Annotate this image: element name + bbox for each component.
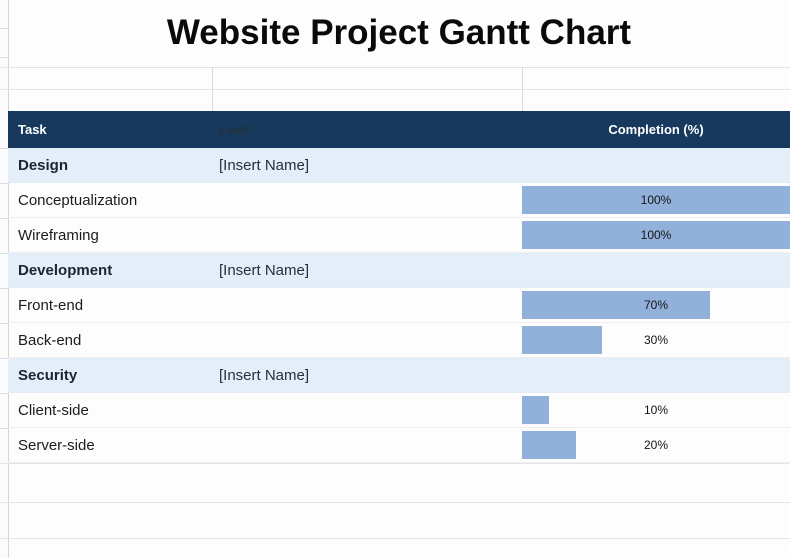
task-cell[interactable]: Back-end bbox=[8, 332, 212, 349]
task-label: Conceptualization bbox=[18, 191, 138, 209]
margin-gridline bbox=[0, 428, 8, 429]
table-row: Development [Insert Name] bbox=[8, 253, 790, 288]
task-cell[interactable]: Server-side bbox=[8, 437, 212, 454]
margin-gridline bbox=[0, 358, 8, 359]
table-row: Client-side 10% bbox=[8, 393, 790, 428]
completion-label: 100% bbox=[640, 193, 672, 207]
margin-gridline bbox=[0, 253, 8, 254]
task-label: Client-side bbox=[18, 401, 89, 419]
margin-gridline bbox=[0, 393, 8, 394]
gantt-table: Task Lead Completion (%) Design [Insert … bbox=[8, 111, 790, 463]
completion-cell[interactable]: 30% bbox=[522, 323, 790, 357]
gridline bbox=[212, 67, 213, 111]
completion-label: 20% bbox=[643, 438, 669, 452]
header-cell-completion[interactable]: Completion (%) bbox=[608, 122, 704, 137]
completion-bar bbox=[522, 291, 710, 319]
task-cell[interactable]: Design bbox=[8, 157, 212, 174]
task-label: Security bbox=[18, 366, 78, 384]
lead-cell[interactable]: [Insert Name] bbox=[212, 157, 522, 174]
margin-gridline bbox=[0, 183, 8, 184]
completion-cell[interactable]: 70% bbox=[522, 288, 790, 322]
completion-label: 70% bbox=[643, 298, 669, 312]
table-header-row: Task Lead Completion (%) bbox=[8, 111, 790, 148]
margin-gridline bbox=[0, 57, 8, 58]
task-label: Server-side bbox=[18, 436, 95, 454]
task-cell[interactable]: Wireframing bbox=[8, 227, 212, 244]
completion-label: 30% bbox=[643, 333, 669, 347]
task-label: Development bbox=[18, 261, 113, 279]
completion-label: 100% bbox=[640, 228, 672, 242]
completion-cell[interactable]: 20% bbox=[522, 428, 790, 462]
table-row: Wireframing 100% bbox=[8, 218, 790, 253]
task-cell[interactable]: Client-side bbox=[8, 402, 212, 419]
table-row: Security [Insert Name] bbox=[8, 358, 790, 393]
completion-bar bbox=[522, 326, 603, 354]
task-label: Wireframing bbox=[18, 226, 99, 244]
table-row: Server-side 20% bbox=[8, 428, 790, 463]
lead-label: [Insert Name] bbox=[219, 261, 310, 279]
margin-gridline bbox=[0, 28, 8, 29]
margin-gridline bbox=[0, 218, 8, 219]
lead-cell[interactable]: [Insert Name] bbox=[212, 262, 522, 279]
margin-gridline bbox=[0, 148, 8, 149]
gridline bbox=[0, 67, 790, 68]
header-cell-task[interactable]: Task bbox=[18, 122, 47, 137]
lead-label: [Insert Name] bbox=[219, 366, 310, 384]
completion-bar bbox=[522, 186, 790, 214]
table-row: Back-end 30% bbox=[8, 323, 790, 358]
lead-cell[interactable]: [Insert Name] bbox=[212, 367, 522, 384]
completion-cell[interactable] bbox=[522, 148, 790, 182]
table-row: Conceptualization 100% bbox=[8, 183, 790, 218]
gridline bbox=[0, 538, 790, 539]
margin-gridline bbox=[0, 323, 8, 324]
gridline bbox=[522, 67, 523, 111]
chart-title[interactable]: Website Project Gantt Chart bbox=[166, 13, 632, 52]
completion-bar bbox=[522, 396, 549, 424]
task-label: Design bbox=[18, 156, 69, 174]
completion-bar bbox=[522, 221, 790, 249]
task-cell[interactable]: Conceptualization bbox=[8, 192, 212, 209]
header-cell-lead[interactable]: Lead bbox=[219, 122, 250, 137]
task-cell[interactable]: Development bbox=[8, 262, 212, 279]
margin-gridline bbox=[0, 288, 8, 289]
completion-cell[interactable]: 10% bbox=[522, 393, 790, 427]
completion-cell[interactable] bbox=[522, 253, 790, 287]
task-label: Front-end bbox=[18, 296, 84, 314]
completion-cell[interactable] bbox=[522, 358, 790, 392]
lead-label: [Insert Name] bbox=[219, 156, 310, 174]
gridline bbox=[0, 89, 790, 90]
completion-bar bbox=[522, 431, 576, 459]
completion-cell[interactable]: 100% bbox=[522, 218, 790, 252]
table-row: Front-end 70% bbox=[8, 288, 790, 323]
completion-cell[interactable]: 100% bbox=[522, 183, 790, 217]
table-row: Design [Insert Name] bbox=[8, 148, 790, 183]
gridline bbox=[0, 502, 790, 503]
gridline bbox=[0, 463, 790, 464]
completion-label: 10% bbox=[643, 403, 669, 417]
table-rows: Design [Insert Name] Conceptualization 1… bbox=[8, 148, 790, 463]
task-cell[interactable]: Security bbox=[8, 367, 212, 384]
task-cell[interactable]: Front-end bbox=[8, 297, 212, 314]
task-label: Back-end bbox=[18, 331, 82, 349]
